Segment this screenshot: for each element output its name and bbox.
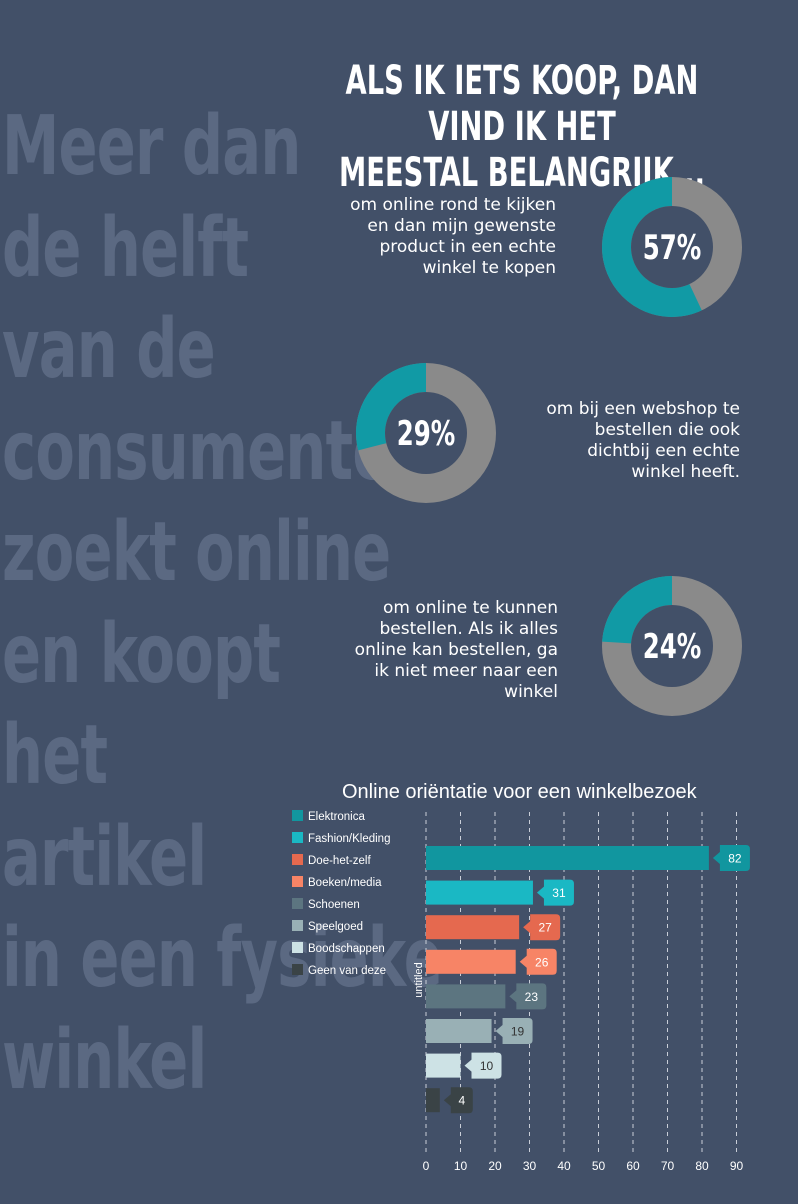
slogan-line: in een fysieke: [2, 911, 443, 1006]
donut-hole: [631, 206, 713, 288]
slogan-line: winkel: [2, 1012, 207, 1108]
x-tick-label: 0: [423, 1159, 430, 1173]
bar: [426, 1019, 492, 1043]
bar-chart: 0 10 20 30 40 50 60 70 80 90 untitled Elektronica Fa…: [292, 810, 750, 1173]
legend-swatch: [292, 810, 303, 821]
donut-value-2: 29%: [396, 414, 456, 454]
slogan-line: Meer dan: [2, 99, 301, 194]
bar-value-label: 23: [525, 990, 539, 1004]
caption-line: winkel: [504, 682, 558, 702]
bar-value-label: 31: [552, 886, 566, 900]
x-tick-label: 60: [626, 1159, 640, 1173]
bar-value-label: 4: [458, 1094, 465, 1108]
donut-value-3: 24%: [642, 627, 702, 667]
donut-chart-3: [602, 576, 742, 716]
bar-value-label: 82: [728, 852, 742, 866]
legend-label: Boeken/media: [308, 877, 382, 889]
caption-line: online kan bestellen, ga: [354, 640, 558, 660]
data-label-callout: [536, 879, 574, 906]
headline-line: ALS IK IETS KOOP, DAN VIND IK HET: [345, 58, 699, 150]
data-label-callout: [495, 1018, 533, 1044]
bar: [426, 915, 520, 940]
bar: [426, 984, 506, 1009]
legend-swatch: [292, 942, 303, 953]
caption-line: ik niet meer naar een: [374, 661, 558, 681]
data-label-callout: [443, 1087, 473, 1114]
bar: [426, 1088, 440, 1113]
x-tick-label: 80: [695, 1159, 709, 1173]
donut-value-segment: [356, 363, 426, 451]
bar-value-label: 27: [538, 921, 552, 935]
donut-value-1: 57%: [642, 228, 702, 268]
legend-label: Boodschappen: [308, 943, 385, 955]
caption-line: bestellen. Als ik alles: [379, 619, 558, 639]
data-label-callout: [509, 983, 547, 1010]
legend-swatch: [292, 876, 303, 887]
donut-hole: [631, 605, 713, 687]
caption-line: om online te kunnen: [382, 598, 558, 618]
slogan-line: het: [2, 708, 108, 803]
slogan-line: en koopt: [2, 606, 281, 702]
legend-swatch: [292, 898, 303, 909]
legend-swatch: [292, 832, 303, 843]
bar-value-label: 19: [511, 1025, 525, 1039]
caption-line: winkel te kopen: [422, 258, 556, 278]
bar: [426, 880, 533, 905]
data-label-callout: [464, 1052, 502, 1079]
caption-line: om online rond te kijken: [350, 195, 556, 215]
bar: [426, 846, 709, 870]
legend-label: Speelgoed: [308, 921, 363, 933]
x-tick-label: 70: [661, 1159, 675, 1173]
donut-value-segment: [602, 576, 672, 644]
legend-label: Fashion/Kleding: [308, 833, 390, 845]
bar: [426, 1053, 461, 1078]
legend-swatch: [292, 920, 303, 931]
data-label-callout: [712, 845, 750, 871]
bar-value-label: 26: [535, 955, 549, 969]
x-tick-label: 40: [557, 1159, 571, 1173]
legend-label: Doe-het-zelf: [308, 855, 371, 867]
stat-caption-3: om online te kunnen bestellen. Als ik al…: [300, 598, 558, 703]
legend-swatch: [292, 854, 303, 865]
caption-line: bestellen die ook: [594, 420, 740, 440]
legend-swatch: [292, 964, 303, 975]
legend-label: Schoenen: [308, 899, 360, 911]
y-axis-label: untitled: [413, 962, 425, 997]
legend-label: Geen van deze: [308, 965, 386, 977]
slogan-line: van de: [2, 302, 216, 397]
x-tick-label: 50: [592, 1159, 606, 1173]
x-tick-label: 30: [523, 1159, 537, 1173]
stat-caption-1: om online rond te kijken en dan mijn gew…: [300, 195, 556, 279]
legend-label: Elektronica: [308, 811, 365, 823]
x-tick-label: 90: [730, 1159, 744, 1173]
bar: [426, 949, 516, 974]
donut-hole: [385, 392, 467, 474]
donut-chart-1: [602, 177, 742, 317]
slogan-line: zoekt online: [2, 505, 391, 600]
bar-value-label: 10: [480, 1059, 494, 1073]
caption-line: en dan mijn gewenste: [367, 216, 556, 236]
chart-title: Online oriëntatie voor een winkelbezoek: [342, 781, 697, 803]
caption-line: product in een echte: [379, 237, 557, 257]
caption-line: winkel heeft.: [631, 462, 740, 482]
donut-chart-2: [356, 363, 496, 503]
donut-value-segment: [602, 177, 702, 317]
stat-caption-2: om bij een webshop te bestellen die ook …: [500, 399, 740, 483]
x-tick-label: 20: [488, 1159, 502, 1173]
caption-line: om bij een webshop te: [546, 399, 740, 419]
data-label-callout: [523, 914, 561, 941]
slogan-line: de helft: [2, 200, 249, 296]
caption-line: dichtbij een echte: [587, 441, 740, 461]
slogan-line: artikel: [2, 809, 207, 905]
x-tick-label: 10: [454, 1159, 468, 1173]
data-label-callout: [519, 948, 557, 975]
